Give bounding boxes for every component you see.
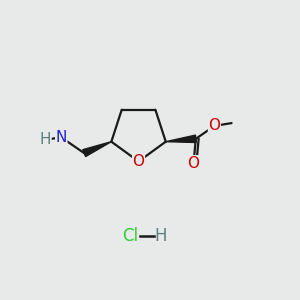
Text: H: H (154, 227, 167, 245)
Text: Cl: Cl (122, 227, 138, 245)
Text: H: H (40, 132, 51, 147)
Text: N: N (56, 130, 67, 145)
Polygon shape (83, 142, 111, 157)
Polygon shape (166, 135, 196, 142)
Text: O: O (208, 118, 220, 134)
Text: O: O (133, 154, 145, 169)
Text: O: O (188, 156, 200, 171)
